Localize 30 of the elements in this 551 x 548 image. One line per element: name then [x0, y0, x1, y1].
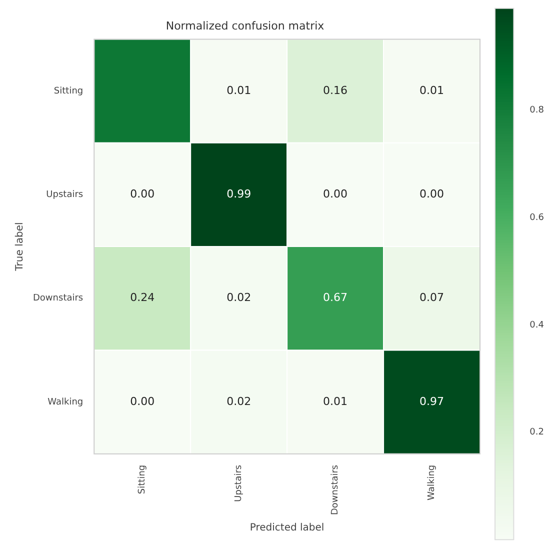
x-tick-label: Walking: [427, 464, 438, 500]
data-label: 0.00: [130, 188, 155, 201]
x-axis-title: Predicted label: [250, 522, 324, 534]
x-tick-label: Downstairs: [330, 464, 341, 515]
data-label: 0.07: [420, 291, 444, 304]
data-label: 0.02: [226, 291, 252, 304]
data-label: 0.99: [226, 188, 252, 201]
y-tick-label: Sitting: [54, 86, 84, 96]
data-label: 0.16: [323, 84, 348, 97]
data-label: 0.01: [226, 84, 252, 97]
color-bar-label: 0.2: [530, 428, 544, 438]
x-tick-label: Upstairs: [234, 464, 244, 502]
data-label: 0.01: [420, 84, 444, 97]
color-bar-label: 0.6: [530, 213, 544, 224]
data-label: 0.01: [323, 394, 348, 408]
data-label: 0.24: [130, 291, 155, 304]
data-label: 0.00: [420, 188, 444, 201]
color-bar-label: 0.4: [530, 320, 544, 330]
y-tick-label: Walking: [48, 397, 84, 408]
data-label: 0.02: [226, 394, 252, 408]
y-axis-title: True label: [14, 222, 26, 272]
data-label: 0.97: [420, 394, 444, 408]
x-tick-label: Sitting: [138, 464, 148, 494]
data-label: 0.67: [323, 291, 348, 304]
y-tick-label: Downstairs: [33, 294, 84, 304]
color-bar-label: 0.8: [530, 106, 544, 116]
data-label: 0.00: [323, 188, 348, 201]
chart-title: Normalized confusion matrix: [166, 19, 325, 32]
y-tick-label: Upstairs: [46, 190, 84, 200]
data-label: 0.00: [130, 394, 155, 408]
